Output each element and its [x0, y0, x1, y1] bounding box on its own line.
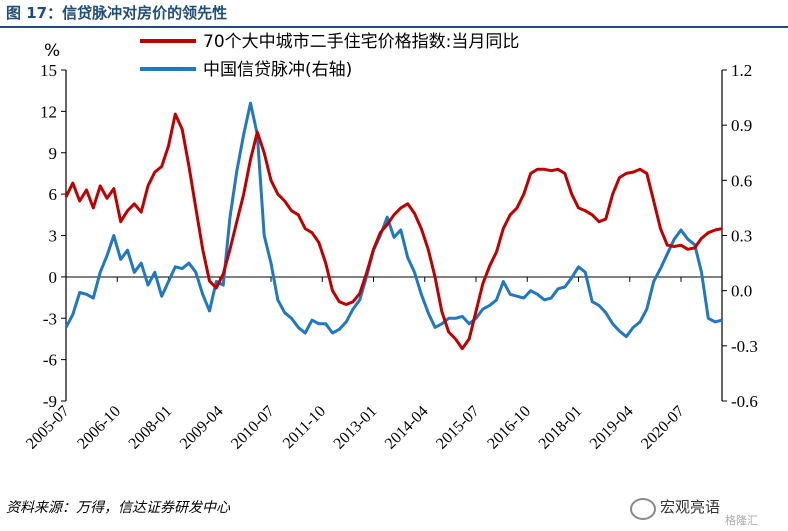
title-underline — [0, 26, 788, 28]
series-line-housing-price — [64, 112, 723, 351]
legend-label-housing: 70个大中城市二手住宅价格指数:当月同比 — [203, 32, 519, 52]
series-line-credit-pulse — [64, 101, 723, 339]
y-tick-label-left: 0 — [49, 268, 58, 287]
x-tick-label: 2018-01 — [536, 403, 586, 453]
y-tick-label-left: 3 — [49, 227, 58, 246]
y-tick-label-left: 12 — [40, 102, 57, 121]
y-tick-label-left: 9 — [49, 144, 58, 163]
x-tick-label: 2013-01 — [331, 403, 381, 453]
y-tick-label-right: 0.9 — [731, 116, 752, 135]
y-tick-label-right: 0.0 — [731, 282, 752, 301]
y-tick-label-right: 0.3 — [731, 227, 752, 246]
x-tick-label: 2020-07 — [638, 403, 688, 453]
y-tick-label-right: -0.3 — [731, 337, 758, 356]
y-tick-label-left: 6 — [49, 185, 58, 204]
y-ticks-left: 15 12 9 6 3 0 -3 -6 -9 — [40, 61, 66, 411]
source-note: 资料来源：万得，信达证券研发中心 — [6, 500, 230, 516]
y-axis-unit-label: % — [44, 41, 60, 61]
y-tick-label-right: 0.6 — [731, 171, 752, 190]
y-tick-label-left: -3 — [43, 309, 57, 328]
x-tick-label: 2010-07 — [228, 403, 278, 453]
x-tick-label: 2011-10 — [280, 403, 329, 452]
x-tick-label: 2016-10 — [484, 403, 534, 453]
legend: 70个大中城市二手住宅价格指数:当月同比 中国信贷脉冲(右轴) — [140, 32, 519, 80]
watermark: 宏观亮语 格隆汇 — [630, 490, 785, 528]
x-tick-label: 2006-10 — [74, 403, 124, 453]
y-tick-label-left: 15 — [40, 61, 57, 80]
y-ticks-right: 1.2 0.9 0.6 0.3 0.0 -0.3 -0.6 — [722, 61, 758, 411]
y-tick-label-left: -6 — [43, 351, 57, 370]
watermark-text: 宏观亮语 — [660, 498, 721, 516]
x-tick-label: 2015-07 — [433, 403, 483, 453]
legend-label-credit: 中国信贷脉冲(右轴) — [203, 60, 352, 80]
wechat-icon — [630, 498, 656, 520]
x-tick-label: 2008-01 — [126, 403, 176, 453]
y-tick-label-left: -9 — [43, 392, 57, 411]
x-tick-label: 2009-04 — [177, 403, 227, 453]
x-tick-label: 2014-04 — [382, 403, 432, 453]
x-tick-label: 2019-04 — [587, 403, 637, 453]
x-ticks: 2005-07 2006-10 2008-01 2009-04 2010-07 2011-… — [23, 276, 688, 453]
y-tick-label-right: -0.6 — [731, 392, 758, 411]
figure-title: 图 17：信贷脉冲对房价的领先性 — [6, 4, 228, 22]
watermark-sub: 格隆汇 — [725, 514, 758, 527]
y-tick-label-right: 1.2 — [731, 61, 752, 80]
